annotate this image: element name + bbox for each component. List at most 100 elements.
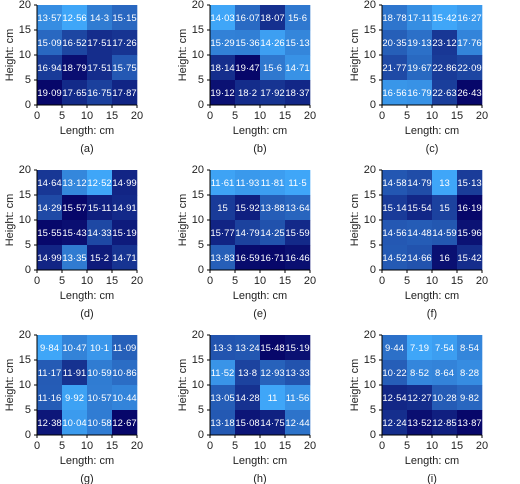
heat-cell xyxy=(285,385,311,411)
heat-cell xyxy=(210,410,236,436)
y-tick-label: 15 xyxy=(364,24,376,36)
heat-cell xyxy=(407,360,433,386)
cell-label: 10·58 xyxy=(87,418,111,429)
heat-cell xyxy=(432,55,458,81)
y-tick-label: 20 xyxy=(192,0,204,11)
heat-cell xyxy=(37,55,63,81)
x-axis-label: Length: cm xyxy=(60,455,114,467)
x-tick-label: 5 xyxy=(59,275,65,287)
cell-label: 15·6 xyxy=(288,13,307,24)
y-tick-label: 5 xyxy=(198,74,204,86)
heat-cell xyxy=(457,410,483,436)
heat-cell xyxy=(457,195,483,221)
caption: (b) xyxy=(253,143,266,155)
cell-label: 10·04 xyxy=(62,418,86,429)
heat-cell xyxy=(285,195,311,221)
cell-label: 12·85 xyxy=(432,418,456,429)
y-tick-label: 10 xyxy=(192,379,204,391)
cell-label: 14·91 xyxy=(112,203,136,214)
heat-cell xyxy=(62,410,88,436)
y-tick-label: 0 xyxy=(198,264,204,276)
heat-cell xyxy=(87,335,113,361)
cell-label: 9·84 xyxy=(40,343,59,354)
cell-label: 13·33 xyxy=(285,368,309,379)
cell-label: 13·64 xyxy=(285,203,309,214)
x-tick-label: 10 xyxy=(426,440,438,452)
x-axis-label: Length: cm xyxy=(60,290,114,302)
cell-label: 15·54 xyxy=(407,203,431,214)
x-tick-label: 10 xyxy=(254,440,266,452)
cell-label: 16·71 xyxy=(260,253,284,264)
heat-cell xyxy=(87,195,113,221)
x-tick-label: 20 xyxy=(476,110,488,122)
heat-cell xyxy=(37,30,63,56)
caption: (d) xyxy=(80,308,93,320)
x-tick-label: 10 xyxy=(426,275,438,287)
cell-label: 14·48 xyxy=(407,228,431,239)
heat-cell xyxy=(457,30,483,56)
heat-cell xyxy=(112,335,138,361)
heat-cell xyxy=(285,410,311,436)
cell-label: 15·19 xyxy=(112,228,136,239)
cell-label: 10·57 xyxy=(87,393,111,404)
heat-cell xyxy=(407,410,433,436)
heat-cell xyxy=(87,5,113,31)
cell-label: 13·24 xyxy=(235,343,259,354)
y-tick-label: 0 xyxy=(370,429,376,441)
y-tick-label: 20 xyxy=(19,0,31,11)
heat-cell xyxy=(210,360,236,386)
cell-label: 15·15 xyxy=(112,13,136,24)
cell-label: 19·13 xyxy=(407,38,431,49)
cell-label: 15·19 xyxy=(285,343,309,354)
cell-label: 12·56 xyxy=(62,13,86,24)
x-tick-label: 0 xyxy=(379,275,385,287)
cell-label: 14·59 xyxy=(432,228,456,239)
cell-label: 14·26 xyxy=(260,38,284,49)
y-axis-label: Height: cm xyxy=(177,194,189,247)
heat-cell xyxy=(457,360,483,386)
heat-cell xyxy=(112,30,138,56)
cell-label: 8·28 xyxy=(460,368,479,379)
x-tick-label: 5 xyxy=(404,440,410,452)
cell-label: 15·09 xyxy=(37,38,61,49)
cell-label: 17·65 xyxy=(62,88,86,99)
cell-label: 14·52 xyxy=(382,253,406,264)
heat-cell xyxy=(260,30,286,56)
cell-label: 11·61 xyxy=(211,178,235,189)
heat-cell xyxy=(285,55,311,81)
x-tick-label: 0 xyxy=(207,440,213,452)
x-tick-label: 15 xyxy=(106,110,118,122)
y-axis-label: Height: cm xyxy=(349,29,361,82)
x-tick-label: 10 xyxy=(254,275,266,287)
y-tick-label: 15 xyxy=(19,354,31,366)
heat-cell xyxy=(432,245,458,271)
cell-label: 18·07 xyxy=(260,13,284,24)
cell-label: 15·59 xyxy=(285,228,309,239)
cell-label: 14·29 xyxy=(37,203,61,214)
caption: (f) xyxy=(427,308,437,320)
x-tick-label: 15 xyxy=(451,275,463,287)
cell-label: 15·2 xyxy=(90,253,109,264)
cell-label: 13·87 xyxy=(457,418,481,429)
heat-cell xyxy=(87,385,113,411)
heat-cell xyxy=(37,410,63,436)
heat-cell xyxy=(260,5,286,31)
cell-label: 11·09 xyxy=(113,343,137,354)
cell-label: 17·51 xyxy=(87,38,111,49)
heat-cell xyxy=(432,5,458,31)
panel: 18·78 17·11 15·42 16·27 20·35 19·13 23·12 17·76… xyxy=(349,0,488,155)
cell-label: 9·44 xyxy=(385,343,404,354)
heat-cell xyxy=(432,30,458,56)
y-tick-label: 5 xyxy=(370,404,376,416)
cell-label: 9·82 xyxy=(460,393,479,404)
heat-cell xyxy=(62,220,88,246)
cell-label: 12·38 xyxy=(37,418,61,429)
y-tick-label: 15 xyxy=(364,354,376,366)
heat-cell xyxy=(62,245,88,271)
heat-cell xyxy=(407,80,433,106)
heat-cell xyxy=(457,385,483,411)
cell-label: 14·66 xyxy=(407,253,431,264)
cell-label: 13·57 xyxy=(37,13,61,24)
heat-cell xyxy=(62,55,88,81)
heat-cell xyxy=(87,245,113,271)
